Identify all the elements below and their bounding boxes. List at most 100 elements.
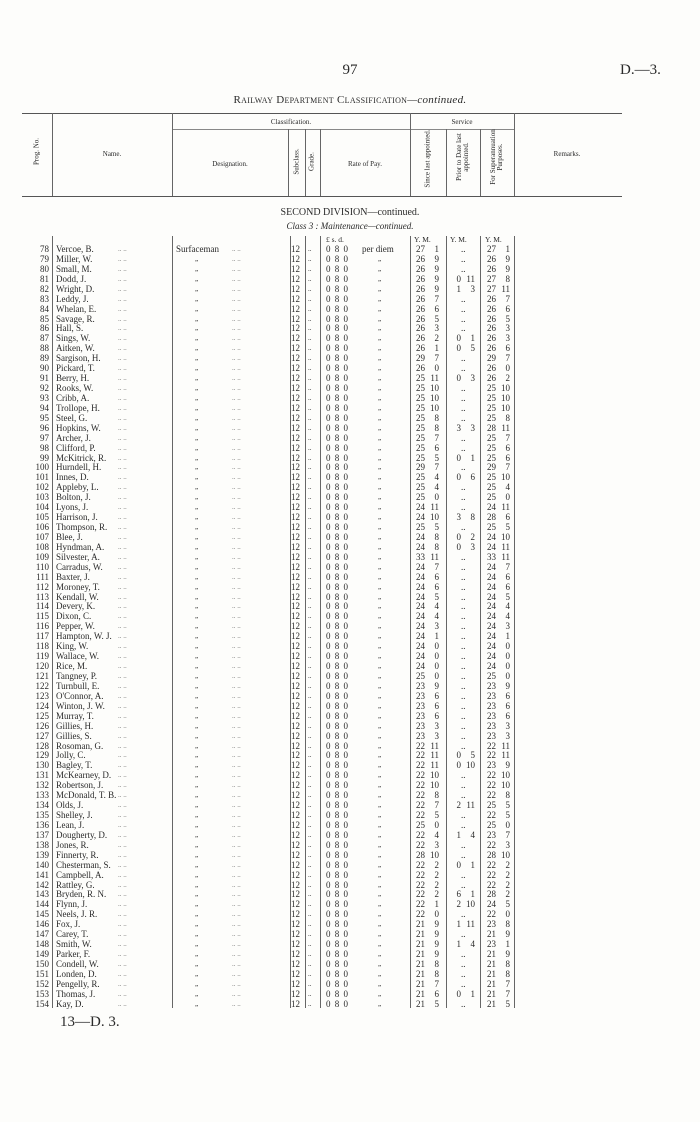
rate-of-pay: 0 8 0 xyxy=(326,968,349,979)
subclass: 12 xyxy=(291,750,300,761)
rate-of-pay: 0 8 0 xyxy=(326,958,349,969)
prior-to-date: .. xyxy=(461,392,466,403)
designation: „ xyxy=(195,731,199,740)
since-last-appointed-months: 6 xyxy=(434,690,440,701)
designation: „ xyxy=(195,344,199,353)
staff-name: Carradus, W. xyxy=(56,561,103,572)
prog-no: 97 xyxy=(40,432,49,443)
designation: „ xyxy=(195,632,199,641)
grade: .. xyxy=(308,314,312,323)
designation-leader: .. .. xyxy=(232,890,241,899)
grade: .. xyxy=(308,711,312,720)
designation: „ xyxy=(195,542,199,551)
name-leader: .. .. xyxy=(118,443,127,452)
rate-of-pay: 0 8 0 xyxy=(326,750,349,761)
rate-of-pay: 0 8 0 xyxy=(326,621,349,632)
designation-leader: .. .. xyxy=(232,870,241,879)
since-last-appointed-years: 23 xyxy=(416,720,425,731)
subclass: 12 xyxy=(291,293,300,304)
since-last-appointed-years: 25 xyxy=(416,522,425,533)
rate-unit: „ xyxy=(378,701,382,710)
for-superannuation-years: 33 xyxy=(487,551,496,562)
prog-no: 110 xyxy=(35,561,49,572)
designation: „ xyxy=(195,503,199,512)
rate-of-pay: 0 8 0 xyxy=(326,800,349,811)
subclass: 12 xyxy=(291,502,300,513)
for-superannuation-months: 6 xyxy=(505,571,511,582)
prior-to-date: .. xyxy=(461,909,466,920)
subclass: 12 xyxy=(291,561,300,572)
for-superannuation-years: 23 xyxy=(487,829,496,840)
table-row: 106 Thompson, R. .. .. „ .. .. 12.. 0 8 0 „ 25 5.… xyxy=(0,522,700,532)
prior-to-date: .. xyxy=(461,720,466,731)
grade: .. xyxy=(308,403,312,412)
for-superannuation-years: 25 xyxy=(487,392,496,403)
designation: „ xyxy=(195,830,199,839)
designation: „ xyxy=(195,403,199,412)
header-remarks: Remarks. xyxy=(553,150,581,158)
name-leader: .. .. xyxy=(118,612,127,621)
staff-name: Tangney, P. xyxy=(56,670,98,681)
grade: .. xyxy=(308,592,312,601)
subclass: 12 xyxy=(291,402,300,413)
staff-name: Savage, R. xyxy=(56,313,95,324)
rate-unit: „ xyxy=(378,592,382,601)
prior-to-date: .. xyxy=(461,869,466,880)
staff-name: Olds, J. xyxy=(56,800,84,811)
staff-name: Turnbull, E. xyxy=(56,680,100,691)
grade: .. xyxy=(308,801,312,810)
prior-to-date: .. xyxy=(461,740,466,751)
grade: .. xyxy=(308,542,312,551)
grade: .. xyxy=(308,354,312,363)
designation: „ xyxy=(195,582,199,591)
designation: „ xyxy=(195,870,199,879)
rate-of-pay: 0 8 0 xyxy=(326,730,349,741)
staff-name: Moroney, T. xyxy=(56,581,100,592)
designation-leader: .. .. xyxy=(232,503,241,512)
subclass: 12 xyxy=(291,263,300,274)
subclass: 12 xyxy=(291,343,300,354)
since-last-appointed-months: 9 xyxy=(434,263,440,274)
since-last-appointed-years: 26 xyxy=(416,283,425,294)
prior-to-date-months: 3 xyxy=(470,422,476,433)
subclass: 12 xyxy=(291,690,300,701)
prior-to-date: .. xyxy=(461,998,466,1009)
for-superannuation-years: 25 xyxy=(487,800,496,811)
for-superannuation-months: 2 xyxy=(505,889,511,900)
for-superannuation-months: 11 xyxy=(501,750,510,761)
rate-of-pay: 0 8 0 xyxy=(326,333,349,344)
header-prog-no: Prog. No. xyxy=(32,137,41,166)
staff-name: Londen, D. xyxy=(56,968,97,979)
for-superannuation-months: 9 xyxy=(505,949,511,960)
header-divider xyxy=(320,129,321,196)
rate-of-pay: 0 8 0 xyxy=(326,502,349,513)
header-divider xyxy=(410,113,411,196)
designation-leader: .. .. xyxy=(232,473,241,482)
for-superannuation-months: 8 xyxy=(505,968,511,979)
rate-of-pay: 0 8 0 xyxy=(326,452,349,463)
grade: .. xyxy=(308,572,312,581)
staff-name: Winton, J. W. xyxy=(56,700,105,711)
designation: „ xyxy=(195,324,199,333)
since-last-appointed-years: 25 xyxy=(416,412,425,423)
prog-no: 114 xyxy=(35,601,49,612)
subclass: 12 xyxy=(291,780,300,791)
name-leader: .. .. xyxy=(118,254,127,263)
grade: .. xyxy=(308,304,312,313)
designation-leader: .. .. xyxy=(232,433,241,442)
since-last-appointed-years: 22 xyxy=(416,770,425,781)
header-grade: Grade. xyxy=(307,152,316,171)
for-superannuation-months: 6 xyxy=(505,710,511,721)
designation: „ xyxy=(195,969,199,978)
for-superannuation-years: 25 xyxy=(487,670,496,681)
subclass: 12 xyxy=(291,770,300,781)
table-row: 122 Turnbull, E. .. .. „ .. .. 12.. 0 8 0 „ 23 9.… xyxy=(0,681,700,691)
since-last-appointed-years: 22 xyxy=(416,869,425,880)
rate-of-pay: 0 8 0 xyxy=(326,919,349,930)
rate-unit: „ xyxy=(378,433,382,442)
staff-name: Carey, T. xyxy=(56,929,89,940)
designation: „ xyxy=(195,274,199,283)
since-last-appointed-years: 24 xyxy=(416,601,425,612)
designation-leader: .. .. xyxy=(232,374,241,383)
prior-to-date: .. xyxy=(461,978,466,989)
